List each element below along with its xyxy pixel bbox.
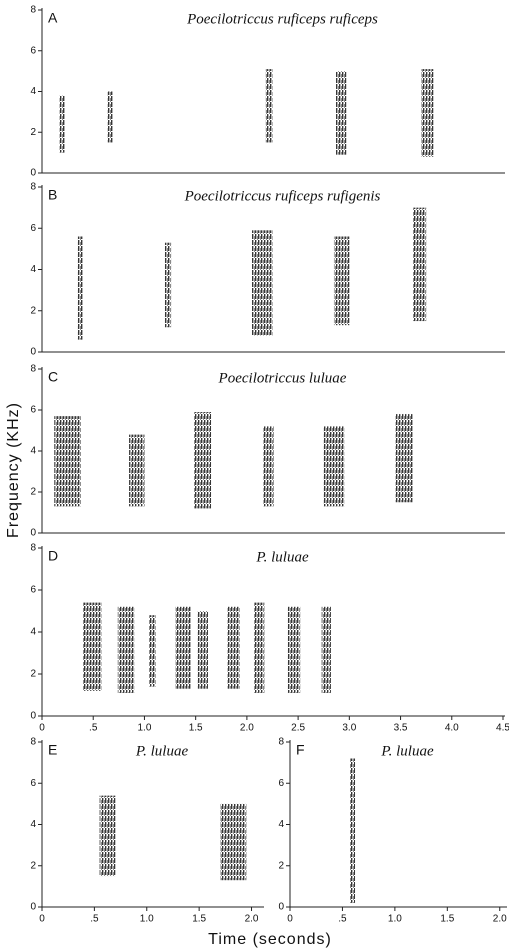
y-tick-label: 8 <box>30 182 36 193</box>
note <box>265 69 273 143</box>
note <box>254 602 265 693</box>
x-tick-label: 4.5 <box>496 723 509 734</box>
x-tick-label: 1.0 <box>140 914 154 925</box>
y-tick-label: 6 <box>30 223 36 234</box>
note <box>77 236 83 340</box>
x-tick-label: 2.5 <box>291 723 305 734</box>
note <box>421 69 434 157</box>
y-tick-label: 0 <box>30 168 36 179</box>
y-tick-label: 2 <box>30 127 36 138</box>
x-tick-label: 2.0 <box>245 914 259 925</box>
note <box>59 95 65 153</box>
note <box>252 230 273 336</box>
y-tick-label: 4 <box>30 627 36 638</box>
panel-label: A <box>48 10 58 26</box>
x-tick-label: 1.5 <box>189 723 203 734</box>
y-tick-label: 0 <box>30 902 36 913</box>
note <box>321 606 331 693</box>
note <box>129 434 145 507</box>
note <box>263 426 274 507</box>
y-tick-label: 0 <box>30 347 36 358</box>
panel-title: P. luluae <box>255 549 309 565</box>
panel-title: P. luluae <box>135 743 189 759</box>
y-tick-label: 6 <box>30 405 36 416</box>
note <box>395 414 413 503</box>
x-tick-label: 0 <box>287 914 293 925</box>
y-tick-label: 8 <box>30 543 36 554</box>
panel-label: C <box>48 369 58 385</box>
note <box>412 207 427 322</box>
y-tick-label: 8 <box>30 5 36 16</box>
x-tick-label: 1.0 <box>388 914 402 925</box>
y-tick-label: 6 <box>30 778 36 789</box>
y-axis-label: Frequency (KHz) <box>5 402 22 538</box>
y-tick-label: 2 <box>278 860 284 871</box>
y-tick-label: 4 <box>30 819 36 830</box>
y-tick-label: 6 <box>30 45 36 56</box>
x-tick-label: 0 <box>39 914 45 925</box>
note <box>197 611 208 689</box>
note <box>82 602 102 691</box>
x-axis-label: Time (seconds) <box>208 931 332 948</box>
note <box>220 803 247 881</box>
note <box>323 426 345 507</box>
y-tick-label: 6 <box>278 778 284 789</box>
y-tick-label: 2 <box>30 487 36 498</box>
y-tick-label: 6 <box>30 585 36 596</box>
y-tick-label: 4 <box>30 264 36 275</box>
y-tick-label: 2 <box>30 669 36 680</box>
x-tick-label: 3.0 <box>342 723 356 734</box>
note <box>333 236 350 326</box>
x-tick-label: 4.0 <box>445 723 459 734</box>
note <box>227 606 240 689</box>
y-tick-label: 8 <box>278 737 284 748</box>
y-tick-label: 0 <box>278 902 284 913</box>
note <box>99 795 116 877</box>
note <box>107 91 113 143</box>
x-tick-label: 2.0 <box>493 914 507 925</box>
y-tick-label: 8 <box>30 737 36 748</box>
y-tick-label: 4 <box>278 819 284 830</box>
x-tick-label: 1.5 <box>192 914 206 925</box>
panel-label: B <box>48 187 57 203</box>
x-tick-label: 1.5 <box>440 914 454 925</box>
x-tick-label: .5 <box>90 914 99 925</box>
note <box>54 416 81 507</box>
note <box>175 606 191 689</box>
y-tick-label: 4 <box>30 446 36 457</box>
panel-title: Poecilotriccus ruficeps rufigenis <box>184 188 381 204</box>
x-tick-label: 2.0 <box>240 723 254 734</box>
x-tick-label: 3.5 <box>394 723 408 734</box>
note <box>287 606 301 693</box>
note <box>117 606 135 693</box>
note <box>148 615 156 687</box>
y-tick-label: 2 <box>30 305 36 316</box>
note <box>164 242 172 328</box>
note <box>193 412 212 509</box>
x-tick-label: .5 <box>338 914 347 925</box>
panel-title: Poecilotriccus ruficeps ruficeps <box>186 11 378 27</box>
y-tick-label: 0 <box>30 711 36 722</box>
panel-label: D <box>48 548 58 564</box>
y-tick-label: 4 <box>30 86 36 97</box>
y-tick-label: 2 <box>30 860 36 871</box>
panel-title: P. luluae <box>380 743 434 759</box>
panel-title: Poecilotriccus luluae <box>218 370 347 386</box>
x-tick-label: 1.0 <box>137 723 151 734</box>
x-tick-label: 0 <box>39 723 45 734</box>
note <box>336 71 347 155</box>
panel-label: F <box>296 742 305 758</box>
panel-label: E <box>48 742 57 758</box>
note <box>349 758 356 903</box>
y-tick-label: 0 <box>30 528 36 539</box>
y-tick-label: 8 <box>30 364 36 375</box>
x-tick-label: .5 <box>89 723 98 734</box>
